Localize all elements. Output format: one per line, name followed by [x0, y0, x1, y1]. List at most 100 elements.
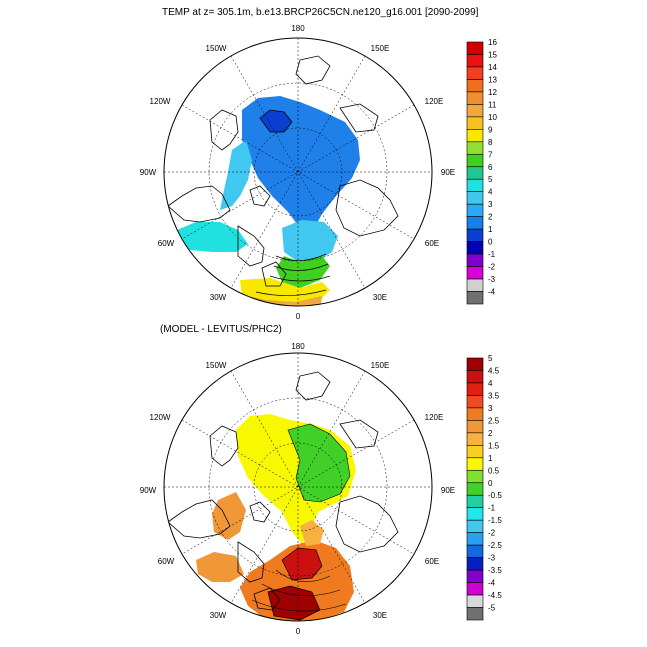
top-colorbar-tick-label: 6	[488, 163, 493, 172]
bottom-colorbar-swatch	[466, 594, 484, 608]
bottom-label-120e: 120E	[425, 413, 444, 422]
bottom-label-90e: 90E	[441, 486, 455, 495]
top-colorbar-tick-label: 13	[488, 75, 497, 84]
top-colorbar-tick-label: 3	[488, 200, 493, 209]
bottom-colorbar-tick-label: 4.5	[488, 366, 500, 375]
top-colorbar-swatch	[466, 129, 484, 143]
bottom-colorbar-swatch	[466, 407, 484, 421]
top-colorbar-swatch	[466, 66, 484, 80]
top-colorbar-swatch	[466, 241, 484, 255]
top-colorbar-tick-label: 10	[488, 113, 497, 122]
top-colorbar-tick-label: 0	[488, 238, 493, 247]
bottom-colorbar-swatch	[466, 607, 484, 621]
bottom-coastlines	[167, 371, 399, 611]
top-colorbar-tick-label: 15	[488, 50, 497, 59]
bottom-label-90w: 90W	[140, 486, 157, 495]
bottom-colorbar-tick-label: -2.5	[488, 541, 502, 550]
bottom-label-30e: 30E	[373, 611, 387, 620]
bottom-contours	[251, 569, 347, 612]
bottom-colorbar-swatch	[466, 370, 484, 384]
bottom-colorbar-swatch	[466, 569, 484, 583]
top-graticule	[164, 38, 432, 306]
top-lon-labels: 180 150W 150E 120W 120E 90W 90E 60W 60E …	[140, 24, 455, 321]
bottom-label-150w: 150W	[206, 361, 227, 370]
bottom-colorbar-tick-label: 2.5	[488, 416, 500, 425]
top-nordic-cyan-field	[282, 220, 338, 262]
top-colorbar-tick-label: 5	[488, 175, 493, 184]
top-colorbar-tick-label: 1	[488, 225, 493, 234]
bottom-colorbar-tick-label: -5	[488, 604, 496, 613]
bottom-colorbar-tick-label: -3	[488, 554, 496, 563]
bottom-colorbar-swatch	[466, 445, 484, 459]
bottom-colorbar-swatch	[466, 519, 484, 533]
top-colorbar-swatch	[466, 141, 484, 155]
top-label-90w: 90W	[140, 168, 157, 177]
bottom-light-orange-field	[300, 520, 324, 546]
top-colorbar-swatch	[466, 54, 484, 68]
top-colorbar-tick-label: 9	[488, 125, 493, 134]
top-colorbar-tick-label: -1	[488, 250, 496, 259]
top-colorbar-swatch	[466, 153, 484, 168]
top-panel-title: TEMP at z= 305.1m, b.e13.BRCP26C5CN.ne12…	[162, 7, 479, 18]
bottom-colorbar-tick-label: -1	[488, 504, 496, 513]
bottom-colorbar-tick-label: 2	[488, 429, 493, 438]
bottom-colorbar-tick-label: -4	[488, 579, 496, 588]
top-colorbar-tick-label: 2	[488, 213, 493, 222]
bottom-colorbar-swatch	[466, 432, 484, 446]
top-label-30e: 30E	[373, 293, 387, 302]
bottom-label-180: 180	[291, 342, 305, 351]
bottom-colorbar-tick-label: 0	[488, 479, 493, 488]
bottom-map-border	[163, 352, 433, 622]
top-colorbar-swatch	[466, 266, 484, 280]
bottom-lon-labels: 180 150W 150E 120W 120E 90W 90E 60W 60E …	[140, 342, 455, 636]
top-label-180: 180	[291, 24, 305, 33]
bottom-colorbar-tick-label: 0.5	[488, 466, 500, 475]
top-colorbar-tick-label: 16	[488, 38, 497, 47]
top-label-30w: 30W	[210, 293, 227, 302]
bottom-label-120w: 120W	[150, 413, 171, 422]
top-colorbar-tick-label: 12	[488, 88, 497, 97]
bottom-colorbar-swatch	[466, 557, 484, 571]
top-map-border	[163, 37, 433, 307]
top-label-150w: 150W	[206, 44, 227, 53]
bottom-label-0: 0	[296, 627, 301, 636]
top-colorbar-swatch	[466, 291, 484, 305]
bottom-colorbar-swatch	[466, 532, 484, 546]
bottom-colorbar-swatch	[466, 507, 484, 521]
bottom-colorbar-swatch	[466, 457, 484, 471]
bottom-colorbar-tick-label: 3.5	[488, 391, 500, 400]
bottom-baffin-field	[212, 492, 246, 540]
bottom-colorbar-swatch	[466, 482, 484, 496]
top-colorbar-tick-label: 14	[488, 63, 497, 72]
top-colorbar-swatch	[466, 79, 484, 93]
bottom-colorbar-tick-label: -0.5	[488, 491, 502, 500]
top-colorbar-tick-label: 8	[488, 138, 493, 147]
top-atlantic-yellow-field	[240, 278, 330, 306]
bottom-colorbar-swatch	[466, 494, 484, 509]
bottom-colorbar-swatch	[466, 469, 484, 484]
bottom-panel-title: (MODEL - LEVITUS/PHC2)	[160, 324, 282, 335]
bottom-colorbar-tick-label: 4	[488, 379, 493, 388]
bottom-colorbar-swatch	[466, 382, 484, 396]
top-colorbar-swatch	[466, 41, 484, 55]
top-colorbar-swatch	[466, 203, 484, 217]
bottom-colorbar-tick-label: 5	[488, 354, 493, 363]
bottom-colorbar-swatch	[466, 395, 484, 409]
top-colorbar-tick-label: -2	[488, 263, 496, 272]
top-label-60e: 60E	[425, 239, 439, 248]
top-colorbar-tick-label: -4	[488, 288, 496, 297]
bottom-colorbar-swatch	[466, 420, 484, 434]
top-colorbar-swatch	[466, 166, 484, 180]
top-colorbar-swatch	[466, 104, 484, 118]
bottom-label-60e: 60E	[425, 557, 439, 566]
bottom-label-30w: 30W	[210, 611, 227, 620]
top-atlantic-green-field	[276, 256, 330, 288]
bottom-colorbar-tick-label: 1	[488, 454, 493, 463]
top-baffin-field	[220, 140, 252, 210]
bottom-label-150e: 150E	[371, 361, 390, 370]
bottom-colorbar-tick-label: -2	[488, 529, 496, 538]
top-atlantic-orange-field	[238, 294, 322, 306]
top-label-60w: 60W	[158, 239, 175, 248]
